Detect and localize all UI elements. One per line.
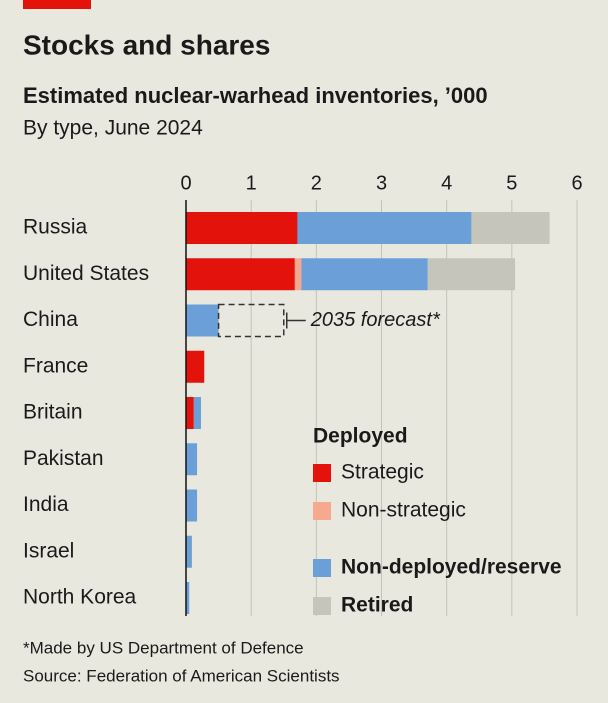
y-tick-label: France (23, 354, 88, 377)
y-tick-label: China (23, 308, 78, 331)
bar-segment (186, 397, 194, 429)
forecast-box (217, 303, 285, 338)
footnote: *Made by US Department of Defence (23, 638, 304, 657)
x-tick-label: 1 (246, 172, 257, 194)
y-tick-label: United States (23, 262, 149, 285)
x-tick-label: 4 (441, 172, 452, 194)
chart-subtitle: By type, June 2024 (23, 117, 203, 140)
bar-segment (186, 489, 198, 522)
bar-segment (186, 443, 198, 476)
legend-swatch (313, 559, 331, 577)
brand-tag (23, 0, 91, 9)
bar-segment (427, 258, 516, 291)
bar-segment (294, 258, 302, 291)
bar-segment (186, 582, 190, 614)
chart-title: Stocks and shares (23, 29, 270, 60)
y-tick-label: Pakistan (23, 447, 104, 470)
x-tick-label: 6 (571, 172, 582, 194)
bar-segment (186, 350, 205, 383)
bar-segment (186, 304, 219, 337)
bar-segment (186, 258, 295, 291)
y-tick-label: Israel (23, 539, 74, 562)
x-tick-label: 2 (311, 172, 322, 194)
chart-subtitle: Estimated nuclear-warhead inventories, ’… (23, 83, 488, 108)
legend-label: Strategic (341, 461, 424, 484)
bar-segment (471, 212, 550, 244)
annotation: 2035 forecast* (310, 309, 441, 331)
legend-label: Non-strategic (341, 499, 466, 522)
source: Source: Federation of American Scientist… (23, 666, 340, 685)
legend-label: Retired (341, 594, 413, 617)
bar-segment (186, 212, 298, 244)
bar-segment (186, 535, 192, 568)
legend-group-title: Deployed (313, 425, 408, 448)
y-tick-label: Britain (23, 401, 83, 424)
bar-segment (193, 397, 201, 429)
bar-segment (297, 212, 472, 244)
y-tick-label: North Korea (23, 586, 137, 609)
x-tick-label: 0 (180, 172, 191, 194)
x-tick-label: 5 (506, 172, 517, 194)
legend-swatch (313, 464, 331, 482)
y-tick-label: Russia (23, 216, 88, 239)
legend-label: Non-deployed/reserve (341, 556, 562, 579)
legend-swatch (313, 597, 331, 615)
bar-segment (301, 258, 428, 291)
x-tick-label: 3 (376, 172, 387, 194)
legend-swatch (313, 502, 331, 520)
y-tick-label: India (23, 493, 69, 516)
